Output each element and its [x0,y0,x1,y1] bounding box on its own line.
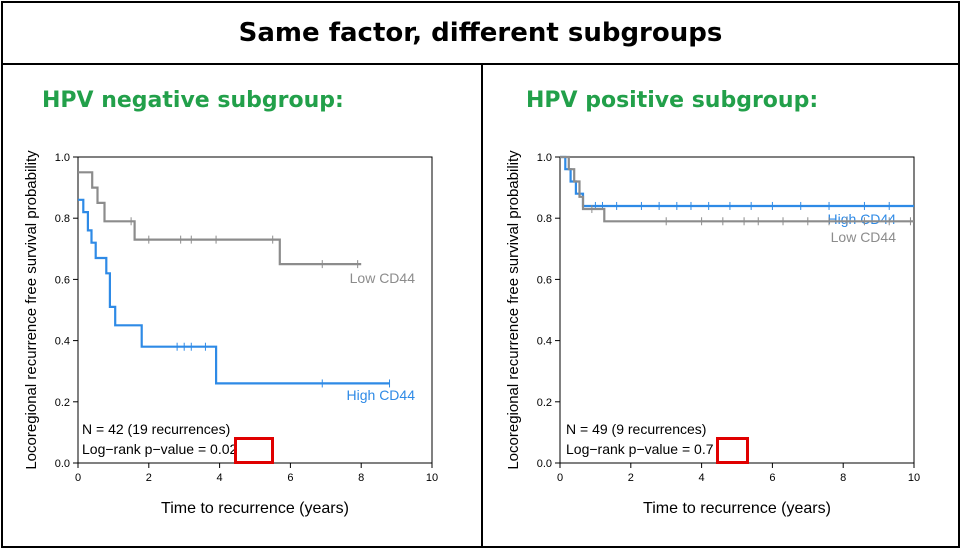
p-value-highlight-box [234,437,274,464]
km-curve-low-cd44 [78,171,362,266]
x-tick-label: 6 [287,472,293,484]
y-tick-label: 0.2 [537,397,552,409]
x-axis-label: Time to recurrence (years) [161,500,349,517]
x-tick-label: 10 [908,472,920,484]
x-axis-label: Time to recurrence (years) [643,500,831,517]
km-curve-high-cd44 [560,155,914,208]
y-axis-label: Locoregional recurrence free survival pr… [505,150,522,470]
km-plot-hpv-positive: 0 2 4 6 8 10 0.0 0.2 0.4 0.6 0.8 1.0 Time to recurre… [505,150,920,517]
y-tick-label: 0.0 [55,458,70,470]
km-curve-high-cd44 [78,198,390,385]
x-tick-label: 8 [358,472,364,484]
y-tick-label: 0.8 [537,213,552,225]
x-tick-label: 6 [769,472,775,484]
y-axis-label: Locoregional recurrence free survival pr… [23,150,40,470]
plot-area-border [77,156,433,464]
x-tick-label: 4 [217,472,223,484]
y-tick-label: 0.6 [55,274,70,286]
y-tick-label: 1.0 [537,152,552,164]
panel-divider [481,65,483,548]
n-annotation: N = 42 (19 recurrences) [82,421,230,437]
panel-heading-hpv-positive: HPV positive subgroup: [526,88,819,113]
p-value-number: 0.7 [694,441,714,457]
x-tick-label: 0 [75,472,81,484]
y-tick-label: 0.4 [537,336,552,348]
figure-title: Same factor, different subgroups [3,3,958,65]
p-value-number: 0.02 [210,441,237,457]
y-tick-label: 0.0 [537,458,552,470]
x-tick-label: 2 [628,472,634,484]
x-tick-label: 8 [840,472,846,484]
x-tick-label: 10 [426,472,438,484]
p-value-highlight-box [716,437,749,464]
p-value-label: Log−rank p−value = [82,441,210,457]
y-tick-label: 1.0 [55,152,70,164]
y-tick-label: 0.4 [55,336,70,348]
x-tick-label: 2 [146,472,152,484]
x-tick-label: 0 [557,472,563,484]
plot-area-border [559,156,915,464]
series-label-high-cd44: High CD44 [828,211,897,227]
series-label-high-cd44: High CD44 [347,387,416,403]
km-plot-hpv-negative: 0 2 4 6 8 10 0.0 0.2 0.4 0.6 0.8 1.0 Time to recurre… [23,150,438,517]
p-value-annotation: Log−rank p−value = 0.7 [566,441,714,457]
series-label-low-cd44: Low CD44 [831,229,897,245]
y-tick-label: 0.6 [537,274,552,286]
n-annotation: N = 49 (9 recurrences) [566,421,706,437]
panel-heading-hpv-negative: HPV negative subgroup: [42,88,344,113]
y-tick-label: 0.2 [55,397,70,409]
x-tick-label: 4 [699,472,705,484]
series-label-low-cd44: Low CD44 [350,270,416,286]
km-curve-low-cd44 [560,155,914,223]
p-value-label: Log−rank p−value = [566,441,694,457]
p-value-annotation: Log−rank p−value = 0.02 [82,441,238,457]
y-tick-label: 0.8 [55,213,70,225]
